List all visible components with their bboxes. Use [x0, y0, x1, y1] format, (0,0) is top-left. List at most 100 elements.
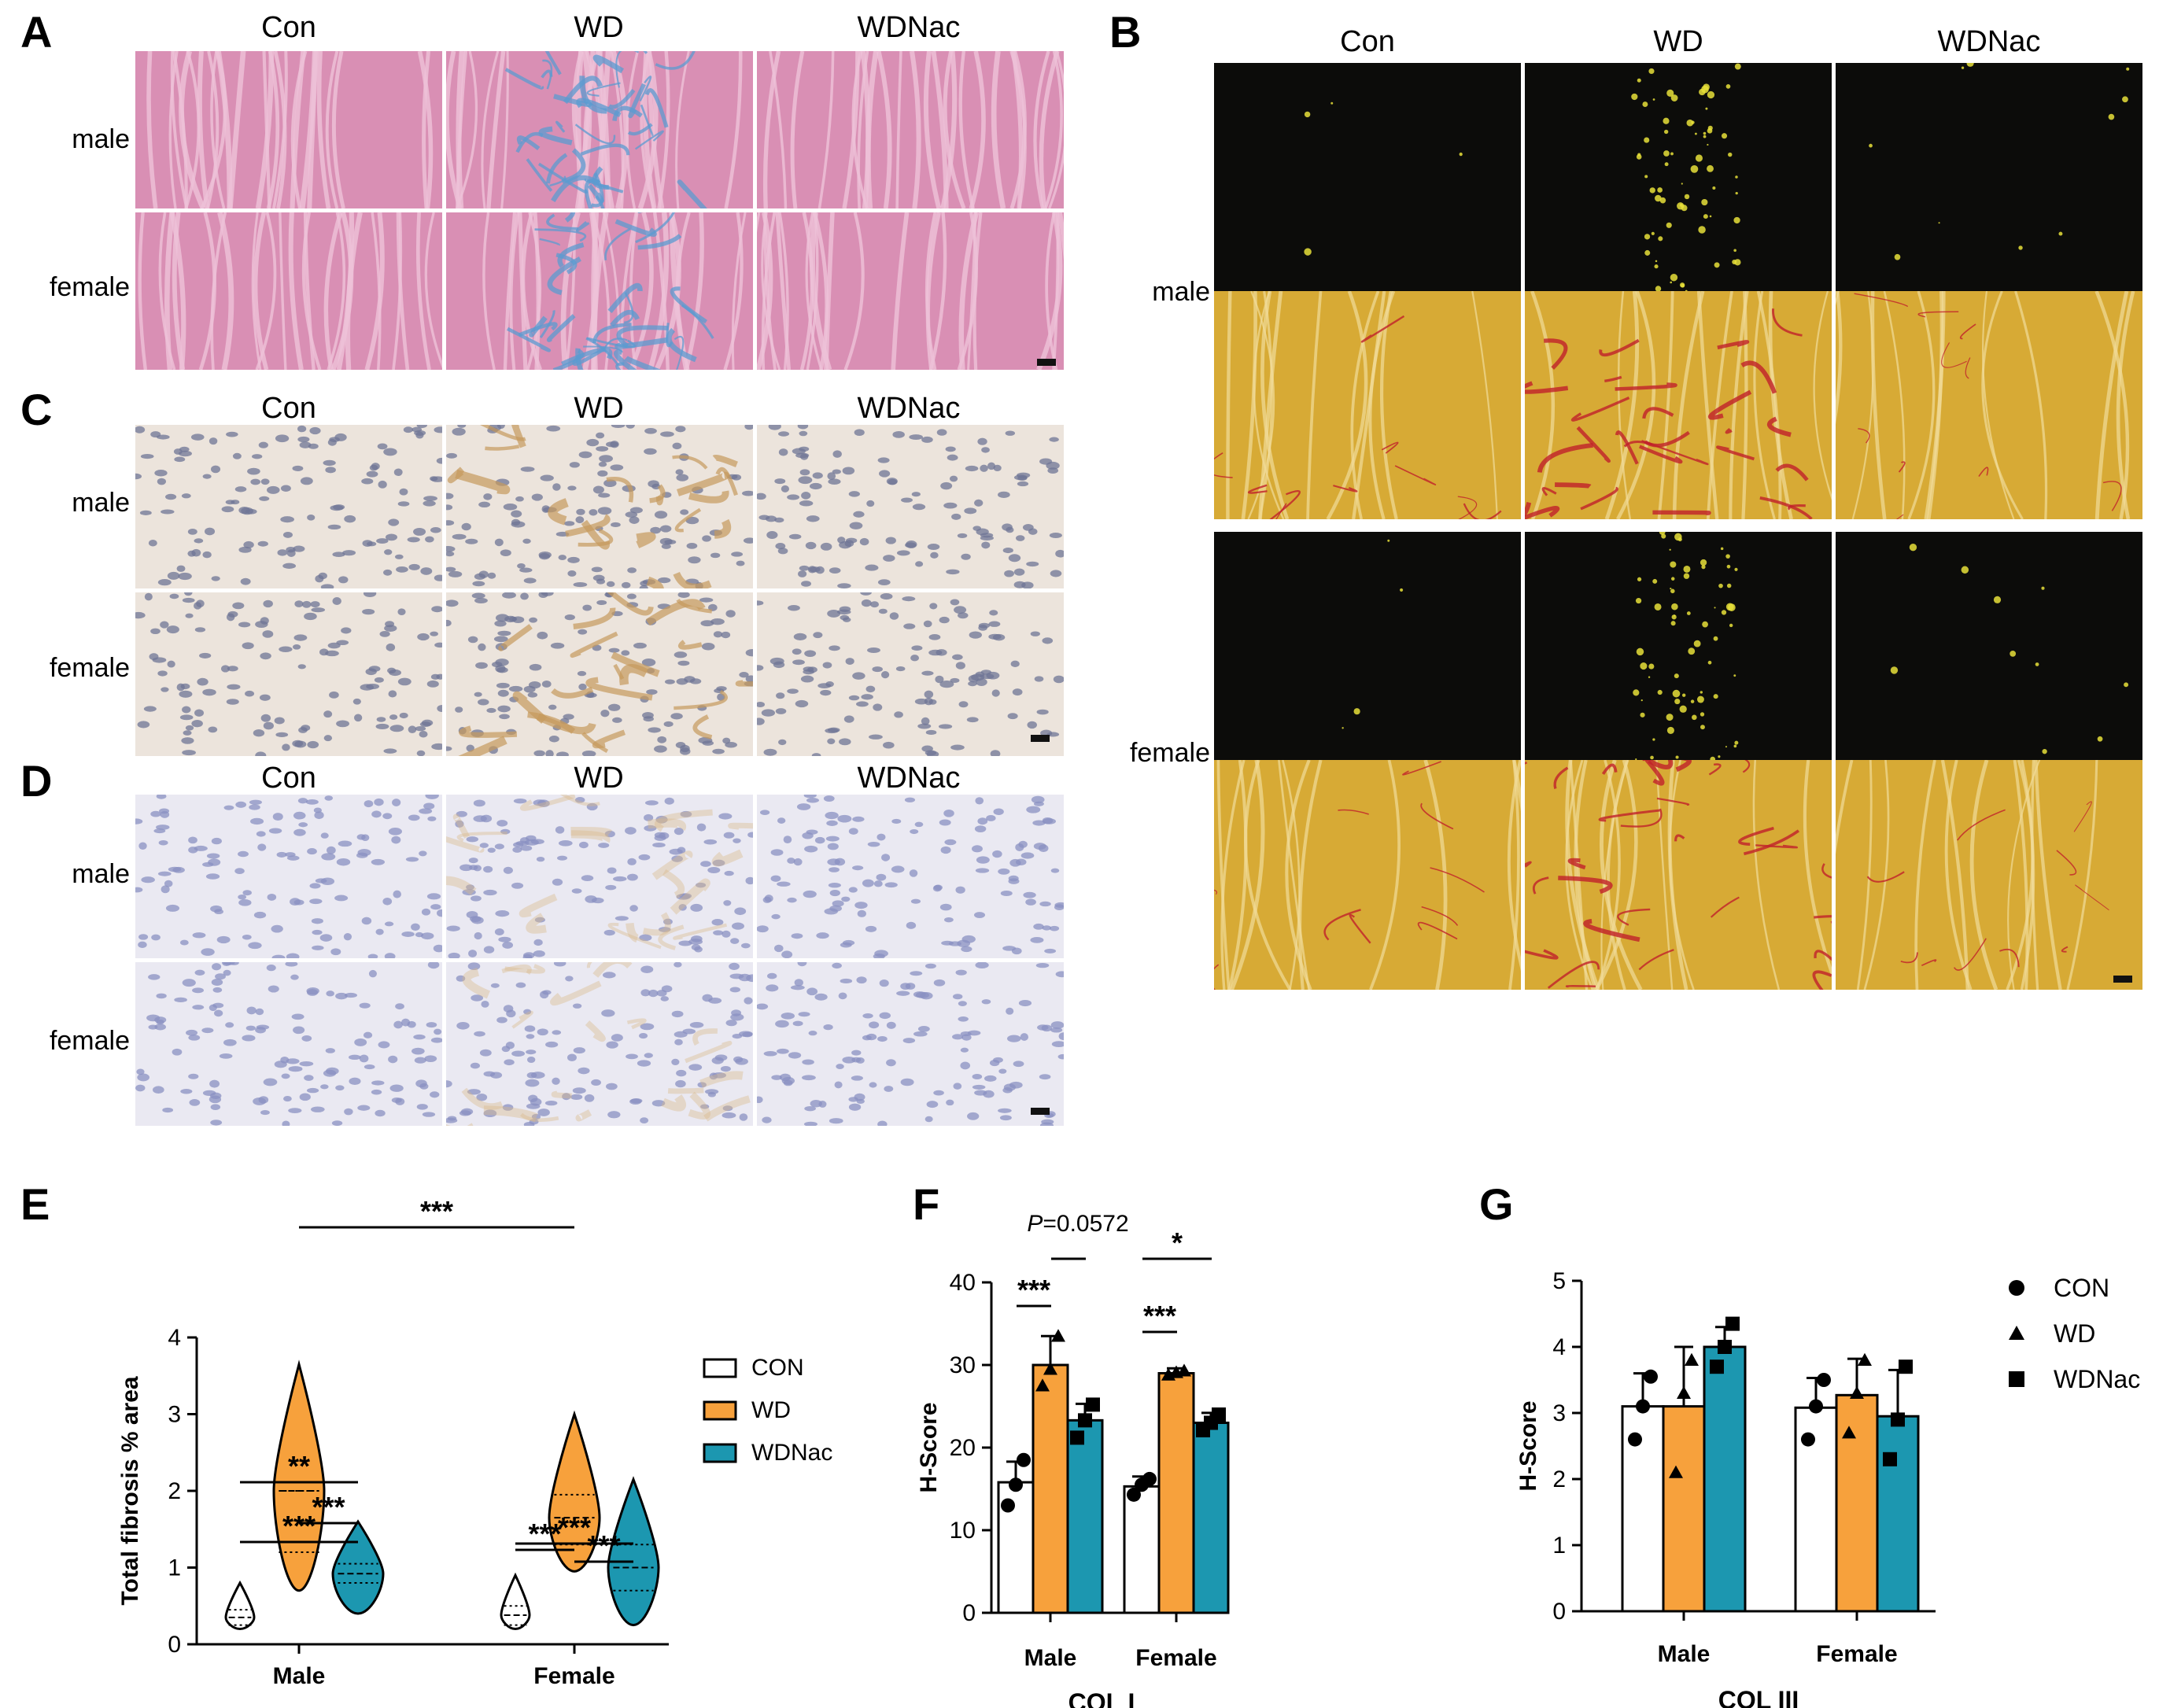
- micrograph-a-wd-female: [446, 212, 753, 370]
- micrograph-a-wd-male: [446, 51, 753, 208]
- panel-b-row-male: male: [1152, 277, 1210, 307]
- micrograph-d-wd-male: [446, 795, 753, 958]
- legend-swatch-wd: [703, 1400, 737, 1421]
- data-point-wd: [1177, 1363, 1191, 1377]
- micrograph-b-dark-wd-male: [1525, 63, 1832, 291]
- data-point-con: [1001, 1498, 1015, 1513]
- data-point-wdnac: [1710, 1359, 1724, 1374]
- legend-label-wd: WD: [751, 1397, 791, 1423]
- bar-wdnac-male: [1066, 1418, 1104, 1614]
- data-point-wdnac: [1078, 1413, 1092, 1428]
- panel-d-row-female: female: [49, 1026, 130, 1056]
- bar-wdnac-female: [1192, 1422, 1230, 1614]
- y-tick-label: 2: [1552, 1466, 1566, 1492]
- micrograph-a-con-female: [135, 212, 442, 370]
- bar-con-female: [1123, 1485, 1161, 1614]
- data-point-wd: [1677, 1385, 1691, 1399]
- legend-label-con: CON: [2054, 1274, 2109, 1302]
- significance-label: ***: [558, 1511, 591, 1544]
- data-point-wd: [1858, 1352, 1872, 1366]
- panel-a-col-wdnac: WDNac: [857, 11, 961, 44]
- panel-c-row-female: female: [49, 653, 130, 683]
- y-tick-label: 30: [950, 1352, 976, 1378]
- data-point-wdnac: [1086, 1397, 1100, 1412]
- x-tick-label: Male: [1658, 1641, 1711, 1667]
- data-point-wd: [1043, 1362, 1057, 1375]
- data-point-wd: [1035, 1378, 1050, 1392]
- x-axis-label: COL III: [1718, 1686, 1799, 1708]
- violin-wd-female: [548, 1410, 601, 1573]
- significance-label: ***: [528, 1518, 561, 1550]
- panel-d-col-con: Con: [261, 762, 316, 795]
- micrograph-c-wd-female: [446, 592, 753, 756]
- panel-label-d: D: [20, 756, 53, 806]
- panel-b-col-wdnac: WDNac: [1937, 25, 2041, 58]
- legend-swatch-con: [703, 1358, 737, 1378]
- violin-con-male: [224, 1580, 256, 1631]
- legend-label-wdnac: WDNac: [751, 1440, 832, 1466]
- y-tick-label: 4: [168, 1325, 181, 1351]
- panel-d-col-wdnac: WDNac: [857, 762, 961, 795]
- x-tick-label: Male: [1024, 1645, 1077, 1671]
- micrograph-b-dark-con-male: [1214, 63, 1521, 291]
- significance-label: ***: [1143, 1300, 1176, 1332]
- micrograph-d-con-male: [135, 795, 442, 958]
- data-point-wdnac: [1212, 1407, 1226, 1422]
- bar-wd-male: [1662, 1405, 1706, 1613]
- data-point-con: [1809, 1399, 1823, 1414]
- data-point-wdnac: [1883, 1452, 1897, 1466]
- panel-b-col-wd: WD: [1653, 25, 1703, 58]
- data-point-wd: [1669, 1465, 1683, 1478]
- y-tick-label: 40: [950, 1270, 976, 1296]
- y-tick-label: 4: [1552, 1334, 1566, 1360]
- panel-label-b: B: [1109, 7, 1142, 57]
- scale-bar: [1031, 1108, 1050, 1115]
- x-tick-label: Female: [533, 1663, 614, 1689]
- p-value-annotation: P=0.0572: [1027, 1211, 1128, 1237]
- data-point-con: [1636, 1399, 1650, 1414]
- significance-label: ***: [282, 1510, 316, 1542]
- micrograph-b-dark-wdnac-male: [1836, 63, 2142, 291]
- significance-label: *: [1172, 1227, 1183, 1259]
- y-axis-label: Total fibrosis % area: [117, 1376, 143, 1606]
- legend-marker-wdnac: [2009, 1371, 2024, 1387]
- panel-c-col-con: Con: [261, 392, 316, 425]
- violin-wd-male: [272, 1359, 326, 1592]
- panel-a-row-female: female: [49, 272, 130, 302]
- micrograph-d-wd-female: [446, 962, 753, 1126]
- y-tick-label: 1: [1552, 1533, 1566, 1559]
- panel-label-a: A: [20, 7, 53, 57]
- significance-label: ***: [587, 1529, 620, 1562]
- data-point-wd: [1051, 1329, 1065, 1342]
- x-axis-label: COL I: [1068, 1688, 1135, 1708]
- bar-wdnac-male: [1703, 1345, 1747, 1613]
- data-point-wd: [1850, 1385, 1864, 1399]
- micrograph-c-con-male: [135, 425, 442, 588]
- micrograph-d-wdnac-female: [757, 962, 1064, 1126]
- micrograph-a-wdnac-female: [757, 212, 1064, 370]
- micrograph-b-bright-wd-female: [1525, 760, 1832, 990]
- data-point-con: [1009, 1477, 1023, 1492]
- data-point-wdnac: [1718, 1340, 1732, 1354]
- y-tick-label: 0: [168, 1632, 181, 1658]
- y-tick-label: 1: [168, 1555, 181, 1581]
- y-tick-label: 20: [950, 1435, 976, 1461]
- micrograph-a-wdnac-male: [757, 51, 1064, 208]
- scale-bar: [2113, 976, 2132, 983]
- data-point-con: [1628, 1432, 1642, 1447]
- y-axis-label: H-Score: [1515, 1400, 1541, 1491]
- bar-wd-female: [1835, 1393, 1879, 1613]
- significance-label: ***: [420, 1195, 453, 1227]
- data-point-wd: [1685, 1352, 1699, 1366]
- y-tick-label: 3: [1552, 1400, 1566, 1426]
- micrograph-b-bright-wdnac-male: [1836, 291, 2142, 519]
- legend-marker-con: [2009, 1280, 2024, 1296]
- panel-d-row-male: male: [72, 859, 130, 889]
- data-point-con: [1817, 1373, 1831, 1387]
- micrograph-c-wdnac-female: [757, 592, 1064, 756]
- legend-label-con: CON: [751, 1355, 804, 1381]
- panel-a-row-male: male: [72, 124, 130, 154]
- panel-label-f: F: [913, 1179, 940, 1229]
- data-point-con: [1644, 1369, 1658, 1384]
